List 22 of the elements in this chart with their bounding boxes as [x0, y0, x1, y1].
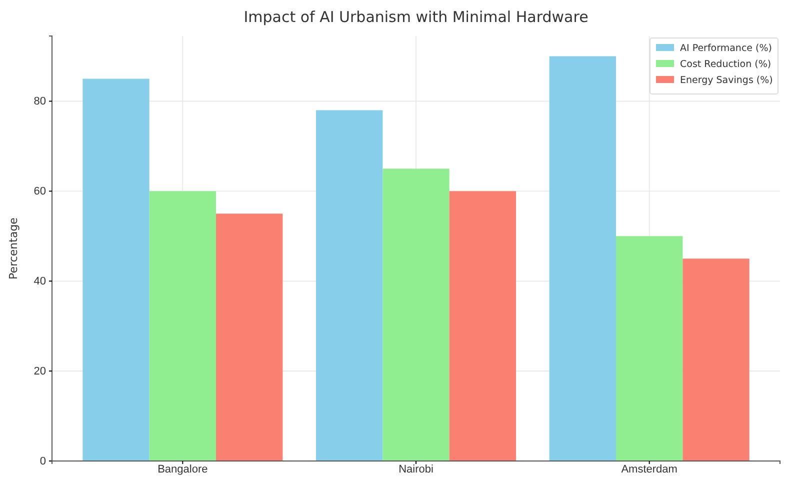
bar — [149, 191, 216, 461]
y-tick-label: 20 — [34, 366, 46, 378]
x-tick-label: Amsterdam — [621, 464, 678, 476]
y-tick-label: 40 — [34, 276, 46, 288]
x-tick-label: Bangalore — [158, 464, 208, 476]
y-tick-label: 0 — [40, 456, 46, 468]
bar — [382, 168, 450, 461]
bar — [316, 110, 383, 461]
x-tick-label: Nairobi — [398, 464, 434, 476]
bar — [682, 258, 750, 461]
bar — [449, 191, 516, 461]
y-tick-label: 80 — [34, 96, 46, 108]
bar — [616, 236, 683, 461]
y-tick-label: 60 — [34, 186, 46, 198]
chart-title: Impact of AI Urbanism with Minimal Hardware — [244, 8, 588, 26]
legend-label: AI Performance (%) — [680, 43, 772, 54]
legend-label: Energy Savings (%) — [680, 75, 773, 86]
legend-label: Cost Reduction (%) — [680, 59, 772, 70]
y-axis-title: Percentage — [7, 217, 20, 280]
bar — [82, 78, 150, 461]
bar — [549, 56, 616, 461]
bar — [216, 214, 283, 461]
